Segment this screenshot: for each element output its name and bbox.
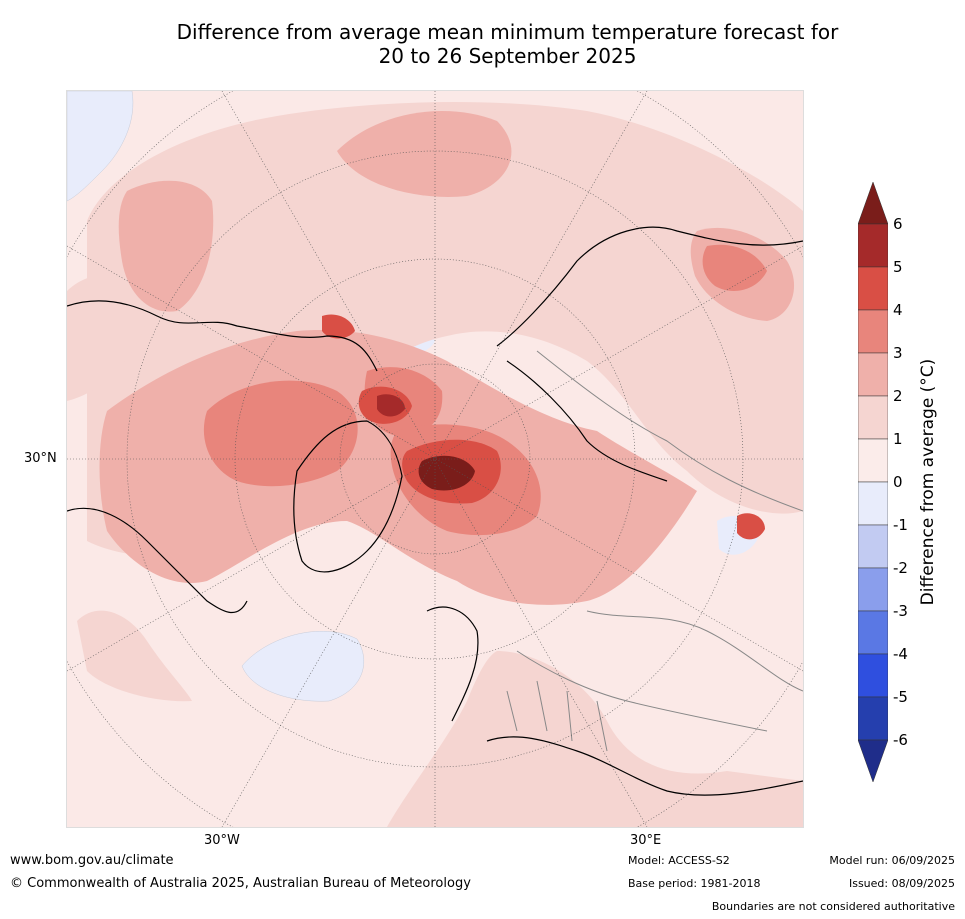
longitude-label-east: 30°E — [630, 833, 662, 848]
colorbar-tick-label: -1 — [893, 516, 908, 534]
title-line-1: Difference from average mean minimum tem… — [176, 20, 839, 44]
issued-text: Issued: 08/09/2025 — [848, 877, 955, 890]
colorbar-under-arrow — [857, 739, 889, 783]
anomaly-1-2-region-europe — [387, 651, 803, 827]
colorbar-tick-label: -3 — [893, 602, 908, 620]
graticule — [67, 91, 803, 827]
colorbar-segment — [857, 610, 889, 655]
colorbar-segment — [857, 696, 889, 741]
colorbar-segment — [857, 309, 889, 354]
colorbar-segment — [857, 266, 889, 311]
colorbar-tick-label: -2 — [893, 559, 908, 577]
latitude-label: 30°N — [24, 451, 57, 466]
anomaly-3-4-region-canada — [203, 380, 358, 487]
anomaly-1-2-region-southwest — [77, 610, 192, 702]
colorbar-segment — [857, 524, 889, 569]
anomaly-cool-region-pacific — [67, 91, 134, 202]
colorbar-label: Difference from average (°C) — [918, 358, 938, 606]
model-text: Model: ACCESS-S2 — [628, 854, 730, 867]
map-canvas — [67, 91, 803, 827]
anomaly-over-6-region-svalbard — [418, 455, 475, 491]
colorbar-tick-label: 5 — [893, 258, 903, 276]
colorbar-tick-label: 4 — [893, 301, 903, 319]
colorbar-segment — [857, 653, 889, 698]
website-text: www.bom.gov.au/climate — [10, 853, 174, 868]
colorbar-tick-label: 6 — [893, 215, 903, 233]
anomaly-4-5-region-asia-hotspot — [737, 513, 765, 540]
anomaly-1-2-region-west — [67, 272, 157, 401]
anomaly-3-4-region-kamchatka — [702, 244, 767, 291]
anomaly-2-3-region-arctic-pacific — [337, 111, 512, 197]
colorbar-tick-label: 2 — [893, 387, 903, 405]
copyright-text: © Commonwealth of Australia 2025, Austra… — [10, 876, 471, 891]
colorbar-segment — [857, 438, 889, 483]
title-line-2: 20 to 26 September 2025 — [378, 44, 637, 68]
base-period-text: Base period: 1981-2018 — [628, 877, 761, 890]
colorbar-segment — [857, 395, 889, 440]
anomaly-cool-region-atlantic — [241, 631, 365, 702]
colorbar-segment — [857, 352, 889, 397]
colorbar-tick-label: -5 — [893, 688, 908, 706]
colorbar-over-arrow — [857, 181, 889, 225]
coastlines — [67, 226, 803, 796]
country-borders — [506, 350, 803, 752]
colorbar — [857, 181, 889, 783]
colorbar-tick-label: -6 — [893, 731, 908, 749]
colorbar-segment — [857, 481, 889, 526]
colorbar-svg — [857, 181, 889, 783]
anomaly-2-3-region-bering — [118, 180, 214, 312]
colorbar-segment — [857, 223, 889, 268]
colorbar-tick-label: 1 — [893, 430, 903, 448]
anomaly-4-5-region-beaufort — [322, 314, 355, 339]
anomaly-5-6-region-greenland — [377, 394, 405, 417]
disclaimer-text: Boundaries are not considered authoritat… — [711, 900, 955, 913]
colorbar-segment — [857, 567, 889, 612]
longitude-label-west: 30°W — [204, 833, 240, 848]
anomaly-map — [66, 90, 804, 828]
model-run-text: Model run: 06/09/2025 — [829, 854, 955, 867]
colorbar-tick-label: 3 — [893, 344, 903, 362]
colorbar-tick-label: 0 — [893, 473, 903, 491]
colorbar-tick-label: -4 — [893, 645, 908, 663]
map-title: Difference from average mean minimum tem… — [60, 20, 955, 68]
